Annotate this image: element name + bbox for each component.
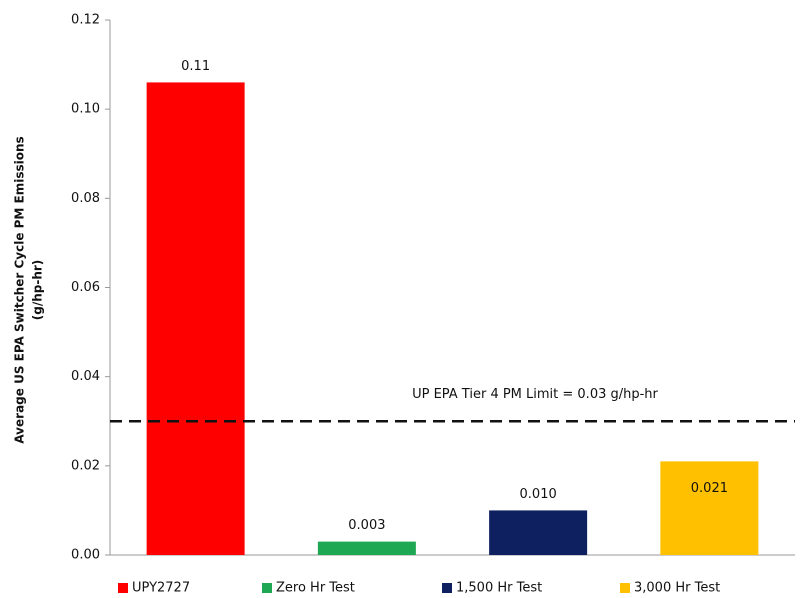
y-tick-label: 0.06: [71, 280, 100, 295]
bar: [146, 82, 245, 556]
legend-swatch: [620, 583, 630, 593]
y-tick-label: 0.04: [71, 369, 100, 384]
bar: [489, 510, 588, 555]
legend-swatch: [442, 583, 452, 593]
y-tick-label: 0.02: [71, 458, 100, 473]
bar: [317, 541, 416, 555]
legend-swatch: [262, 583, 272, 593]
y-axis-label: Average US EPA Switcher Cycle PM Emissio…: [13, 136, 27, 443]
reference-label: UP EPA Tier 4 PM Limit = 0.03 g/hp-hr: [412, 387, 658, 402]
data-label: 0.11: [181, 59, 210, 74]
data-label: 0.003: [348, 518, 385, 533]
legend-label: UPY2727: [132, 581, 190, 596]
y-tick-label: 0.10: [71, 102, 100, 117]
y-tick-label: 0.12: [71, 13, 100, 28]
y-tick-label: 0.08: [71, 191, 100, 206]
legend-label: Zero Hr Test: [276, 581, 355, 596]
legend-label: 1,500 Hr Test: [456, 581, 542, 596]
legend-label: 3,000 Hr Test: [634, 581, 720, 596]
data-label: 0.021: [691, 481, 728, 496]
legend-swatch: [118, 583, 128, 593]
y-tick-label: 0.00: [71, 548, 100, 563]
data-label: 0.010: [520, 487, 557, 502]
bar: [660, 461, 759, 555]
y-axis-label: (g/hp-hr): [31, 260, 45, 321]
